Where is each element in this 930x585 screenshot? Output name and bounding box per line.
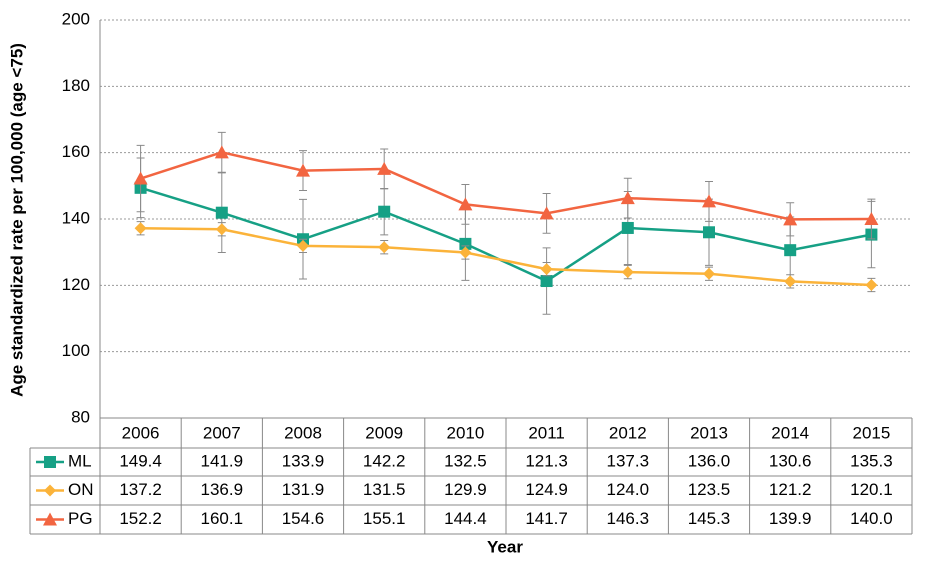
data-point bbox=[702, 194, 716, 208]
x-tick-label: 2009 bbox=[365, 423, 403, 442]
y-axis-title: Age standardized rate per 100,000 (age <… bbox=[7, 43, 26, 397]
x-tick-label: 2015 bbox=[852, 423, 890, 442]
legend-label: ON bbox=[68, 480, 94, 499]
data-point bbox=[784, 275, 797, 288]
data-point bbox=[783, 212, 798, 226]
table-value: 145.3 bbox=[688, 509, 731, 528]
data-point bbox=[540, 275, 553, 288]
table-value: 133.9 bbox=[282, 451, 325, 470]
data-point bbox=[621, 221, 634, 234]
data-point bbox=[864, 212, 879, 225]
data-point bbox=[133, 171, 148, 185]
table-value: 129.9 bbox=[444, 480, 487, 499]
y-tick-label: 140 bbox=[62, 208, 90, 227]
data-point bbox=[459, 237, 472, 250]
data-point bbox=[297, 239, 309, 252]
data-point bbox=[620, 191, 635, 205]
data-point bbox=[784, 244, 797, 257]
table-value: 132.5 bbox=[444, 451, 487, 470]
data-point bbox=[621, 266, 634, 279]
x-tick-label: 2010 bbox=[446, 423, 484, 442]
table-value: 146.3 bbox=[607, 509, 650, 528]
series-line bbox=[140, 227, 872, 287]
data-point bbox=[377, 161, 392, 175]
table-value: 142.2 bbox=[363, 451, 406, 470]
table-value: 144.4 bbox=[444, 509, 487, 528]
data-point bbox=[865, 279, 878, 292]
data-point bbox=[703, 226, 715, 239]
data-point bbox=[458, 197, 473, 211]
data-point bbox=[459, 246, 472, 259]
table-value: 141.7 bbox=[525, 509, 568, 528]
table-value: 124.0 bbox=[607, 480, 650, 499]
data-point bbox=[378, 205, 391, 218]
table-value: 135.3 bbox=[850, 451, 893, 470]
x-tick-label: 2007 bbox=[203, 423, 241, 442]
y-tick-label: 180 bbox=[62, 76, 90, 95]
table-value: 121.3 bbox=[525, 451, 568, 470]
series-line bbox=[140, 151, 872, 221]
data-point bbox=[703, 267, 715, 280]
table-value: 141.9 bbox=[201, 451, 244, 470]
table-value: 131.5 bbox=[363, 480, 406, 499]
y-tick-label: 160 bbox=[62, 142, 90, 161]
x-tick-label: 2008 bbox=[284, 423, 322, 442]
legend-key-marker bbox=[44, 484, 56, 497]
table-value: 152.2 bbox=[119, 509, 162, 528]
table-value: 154.6 bbox=[282, 509, 325, 528]
table-value: 136.9 bbox=[201, 480, 244, 499]
x-tick-label: 2012 bbox=[609, 423, 647, 442]
table-value: 139.9 bbox=[769, 509, 812, 528]
data-point bbox=[215, 206, 228, 219]
table-value: 137.3 bbox=[607, 451, 650, 470]
table-value: 140.0 bbox=[850, 509, 893, 528]
table-value: 123.5 bbox=[688, 480, 731, 499]
y-tick-label: 80 bbox=[71, 407, 90, 426]
x-axis-title: Year bbox=[487, 537, 523, 556]
y-tick-label: 120 bbox=[62, 275, 90, 294]
table-value: 136.0 bbox=[688, 451, 731, 470]
table-value: 120.1 bbox=[850, 480, 893, 499]
legend-key-marker bbox=[43, 512, 57, 526]
data-point bbox=[215, 223, 228, 236]
table-value: 149.4 bbox=[119, 451, 162, 470]
data-point bbox=[378, 241, 391, 254]
legend-label: ML bbox=[68, 451, 92, 470]
table-value: 155.1 bbox=[363, 509, 406, 528]
data-point bbox=[539, 206, 554, 220]
x-tick-label: 2014 bbox=[771, 423, 809, 442]
data-point bbox=[134, 222, 147, 235]
data-point bbox=[296, 163, 310, 177]
x-tick-label: 2013 bbox=[690, 423, 728, 442]
table-value: 130.6 bbox=[769, 451, 812, 470]
table-value: 137.2 bbox=[119, 480, 162, 499]
table-value: 121.2 bbox=[769, 480, 812, 499]
x-tick-label: 2006 bbox=[122, 423, 160, 442]
x-tick-label: 2011 bbox=[528, 423, 565, 442]
table-value: 124.9 bbox=[525, 480, 568, 499]
series-line bbox=[140, 186, 872, 283]
y-tick-label: 200 bbox=[62, 9, 90, 28]
table-value: 131.9 bbox=[282, 480, 325, 499]
data-point bbox=[540, 263, 553, 276]
legend-key-marker bbox=[44, 456, 56, 468]
table-value: 160.1 bbox=[201, 509, 244, 528]
y-tick-label: 100 bbox=[62, 341, 90, 360]
legend-label: PG bbox=[68, 509, 93, 528]
data-point bbox=[214, 145, 229, 159]
